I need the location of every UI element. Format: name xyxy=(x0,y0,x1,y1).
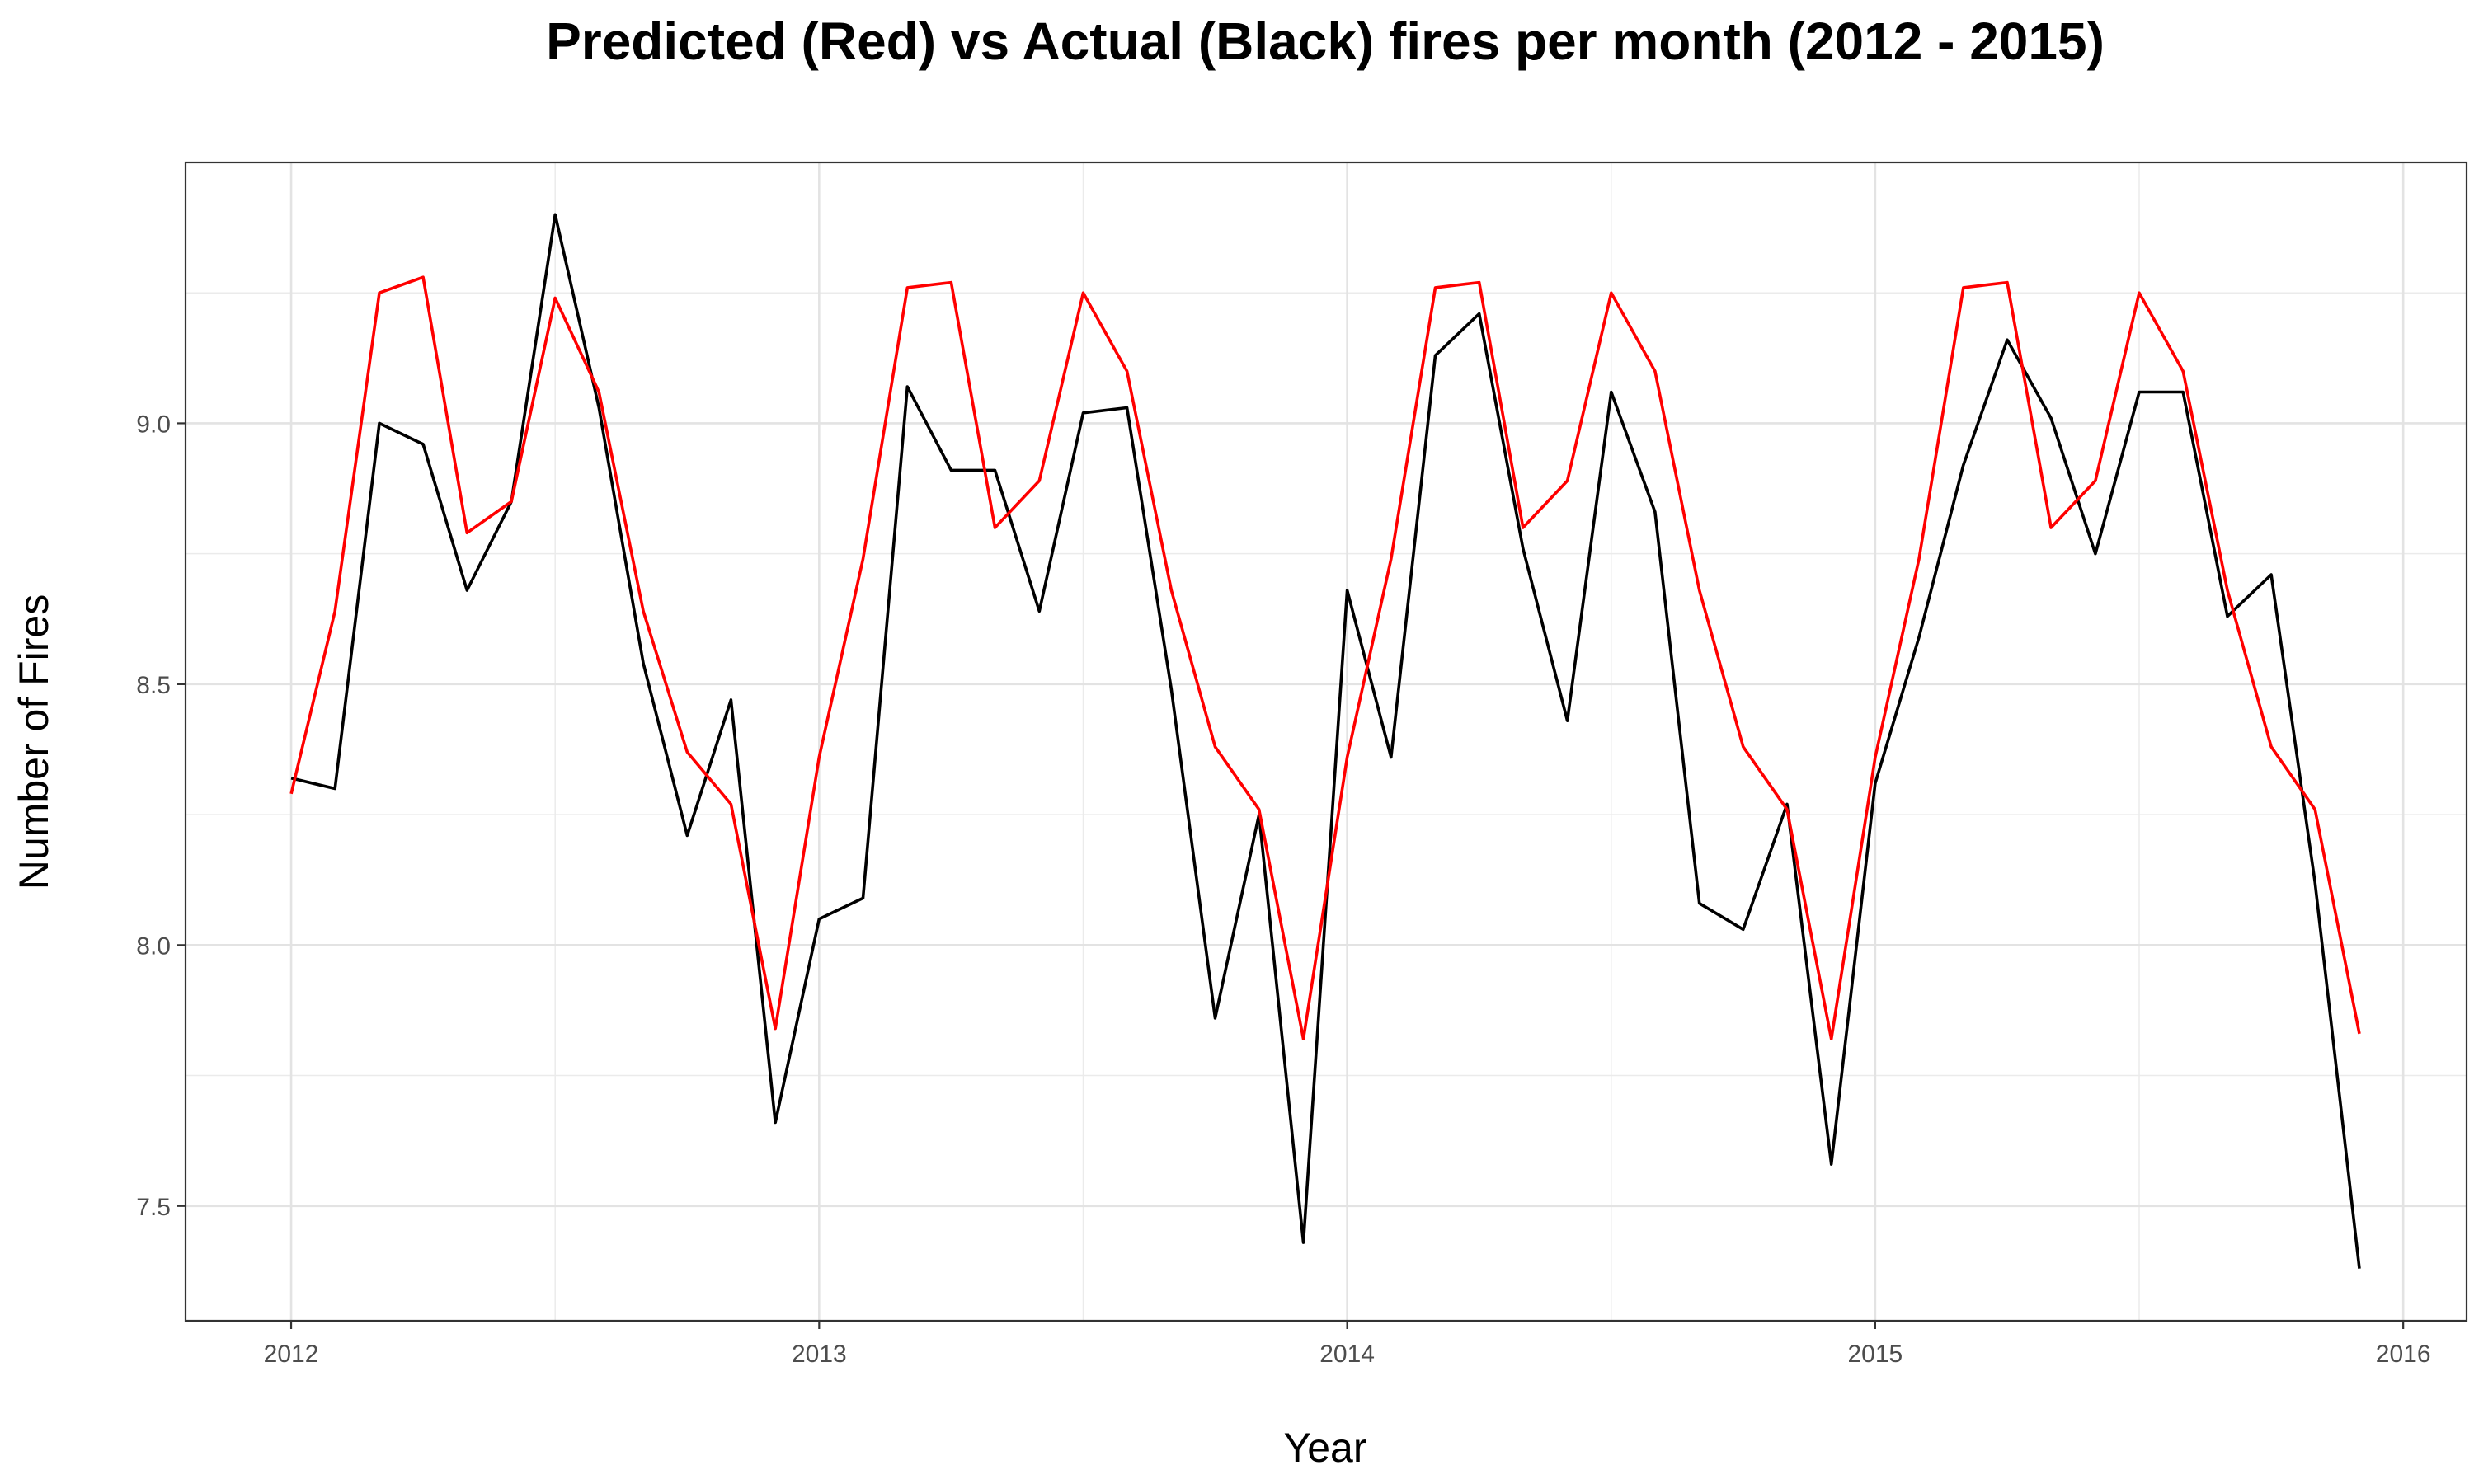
y-tick-label: 7.5 xyxy=(136,1194,171,1221)
chart-title: Predicted (Red) vs Actual (Black) fires … xyxy=(546,12,2105,71)
x-tick-label: 2015 xyxy=(1848,1341,1903,1368)
x-tick-label: 2013 xyxy=(792,1341,847,1368)
y-axis-title: Number of Fires xyxy=(11,594,57,890)
y-tick-label: 9.0 xyxy=(136,411,171,438)
plot-panel xyxy=(186,162,2467,1321)
x-tick-label: 2012 xyxy=(264,1341,319,1368)
plot-border xyxy=(184,161,2468,1322)
x-tick-label: 2014 xyxy=(1319,1341,1375,1368)
series-line-predicted xyxy=(289,275,2361,1040)
axis-ticks: 2012 2013 2014 2015 2016 7.5 8.0 8.5 9.0 xyxy=(136,411,2430,1368)
y-tick-label: 8.0 xyxy=(136,932,171,960)
x-axis-title: Year xyxy=(1283,1425,1366,1471)
series-group xyxy=(289,213,2361,1269)
y-tick-label: 8.5 xyxy=(136,672,171,699)
series-line-actual xyxy=(290,213,2361,1269)
grid xyxy=(186,162,2467,1321)
x-tick-label: 2016 xyxy=(2376,1341,2431,1368)
